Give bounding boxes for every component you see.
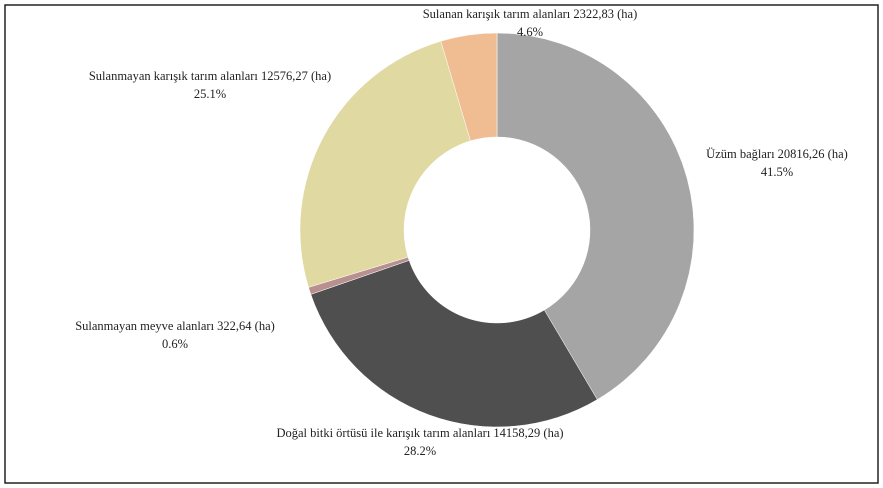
slice-value-label: 4.6%: [517, 25, 543, 39]
slice-label: Üzüm bağları 20816,26 (ha): [706, 147, 848, 161]
donut-slice: [440, 32, 498, 142]
slice-label: Sulanmayan karışık tarım alanları 12576,…: [89, 69, 331, 83]
donut-slice: [496, 32, 695, 400]
donut-slice: [310, 260, 598, 428]
slice-value-label: 0.6%: [162, 337, 188, 351]
slice-label: Sulanan karışık tarım alanları 2322,83 (…: [423, 7, 638, 21]
slice-label: Doğal bitki örtüsü ile karışık tarım ala…: [276, 426, 563, 440]
donut-slice: [299, 40, 471, 288]
slice-value-label: 41.5%: [761, 165, 793, 179]
slice-value-label: 25.1%: [194, 87, 226, 101]
slice-value-label: 28.2%: [404, 444, 436, 458]
slice-label: Sulanmayan meyve alanları 322,64 (ha): [75, 319, 275, 333]
